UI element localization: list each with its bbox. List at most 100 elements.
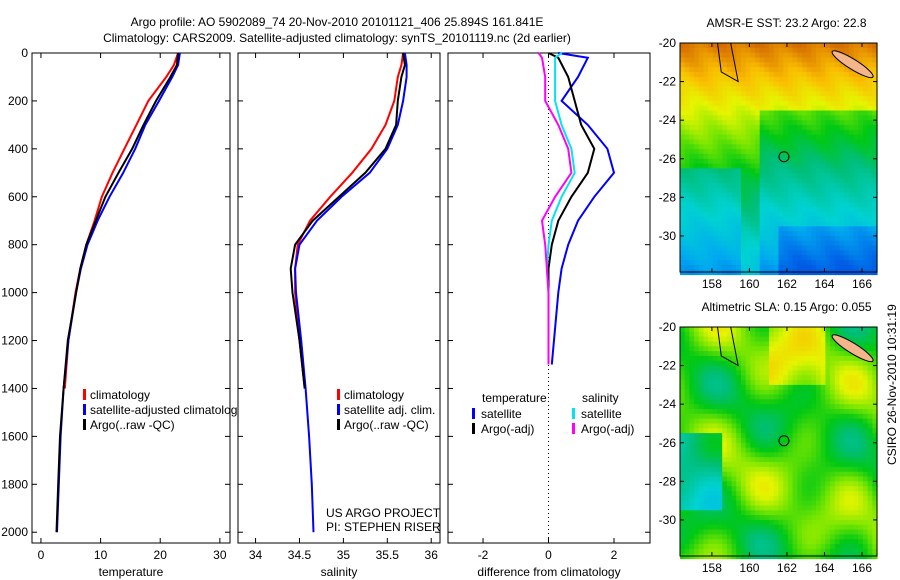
heatmap-cell <box>848 481 855 487</box>
heatmap-cell <box>862 423 869 429</box>
y-tick-label: -28 <box>659 474 677 488</box>
heatmap-cell <box>698 404 705 410</box>
heatmap-cell <box>698 365 705 371</box>
heatmap-cell <box>708 466 714 473</box>
heatmap-cell <box>797 105 803 112</box>
heatmap-cell <box>745 462 751 468</box>
heatmap-cell <box>750 442 756 449</box>
heatmap-cell <box>726 76 733 83</box>
heatmap-cell <box>731 495 737 502</box>
heatmap-cell <box>712 466 719 473</box>
heatmap-cell <box>698 437 705 444</box>
heatmap-cell <box>722 57 728 63</box>
heatmap-cell <box>684 57 690 63</box>
heatmap-cell <box>755 52 761 58</box>
heatmap-cell <box>848 491 855 497</box>
heatmap-cell <box>717 394 723 400</box>
heatmap-cell <box>816 207 822 213</box>
heatmap-cell <box>820 481 826 487</box>
heatmap-cell <box>684 110 690 116</box>
heatmap-cell <box>717 158 723 165</box>
heatmap-cell <box>736 178 742 184</box>
heatmap-cell <box>741 110 747 116</box>
heatmap-cell <box>680 52 686 58</box>
heatmap-cell <box>731 375 737 381</box>
heatmap-cell <box>834 399 841 405</box>
heatmap-cell <box>722 433 728 439</box>
heatmap-cell <box>689 144 695 150</box>
heatmap-cell <box>703 476 709 482</box>
heatmap-cell <box>867 327 873 333</box>
heatmap-cell <box>806 158 812 165</box>
heatmap-cell <box>797 452 803 458</box>
heatmap-cell <box>820 226 826 232</box>
heatmap-cell <box>853 491 859 497</box>
heatmap-cell <box>858 221 864 227</box>
heatmap-cell <box>787 173 794 179</box>
heatmap-cell <box>764 134 770 140</box>
heatmap-cell <box>680 134 686 140</box>
heatmap-cell <box>689 409 695 415</box>
heatmap-cell <box>694 341 700 347</box>
heatmap-cell <box>736 544 742 550</box>
heatmap-cell <box>830 491 836 497</box>
heatmap-cell <box>787 375 794 381</box>
heatmap-cell <box>717 221 723 227</box>
heatmap-cell <box>769 153 775 160</box>
heatmap-cell <box>872 57 878 63</box>
heatmap-cell <box>694 216 700 222</box>
heatmap-cell <box>862 211 869 218</box>
heatmap-cell <box>802 413 808 420</box>
heatmap-cell <box>792 96 798 102</box>
heatmap-cell <box>698 486 705 492</box>
heatmap-cell <box>698 86 705 92</box>
heatmap-cell <box>764 91 770 97</box>
heatmap-cell <box>858 409 864 415</box>
heatmap-cell <box>689 428 695 434</box>
heatmap-cell <box>853 115 859 121</box>
heatmap-cell <box>717 336 723 342</box>
heatmap-cell <box>755 360 761 367</box>
heatmap-cell <box>759 168 765 174</box>
heatmap-cell <box>773 491 780 497</box>
heatmap-cell <box>736 216 742 222</box>
heatmap-cell <box>684 182 690 189</box>
heatmap-cell <box>872 336 878 342</box>
heatmap-cell <box>698 43 705 49</box>
heatmap-cell <box>820 91 826 97</box>
heatmap-cell <box>703 240 709 247</box>
heatmap-cell <box>820 394 826 400</box>
argo-float-marker <box>778 435 790 447</box>
heatmap-cell <box>750 110 756 116</box>
heatmap-cell <box>839 43 845 49</box>
heatmap-cell <box>750 120 756 126</box>
heatmap-cell <box>689 62 695 68</box>
heatmap-cell <box>684 245 690 251</box>
heatmap-cell <box>853 52 859 58</box>
heatmap-cell <box>759 413 765 420</box>
heatmap-cell <box>689 105 695 112</box>
heatmap-cell <box>797 447 803 453</box>
heatmap-cell <box>769 510 775 516</box>
heatmap-cell <box>708 409 714 415</box>
legend-swatch <box>83 389 86 400</box>
heatmap-cell <box>839 476 845 482</box>
heatmap-cell <box>802 81 808 87</box>
heatmap-cell <box>684 250 690 256</box>
heatmap-cell <box>797 428 803 434</box>
heatmap-cell <box>708 384 714 391</box>
heatmap-cell <box>755 105 761 112</box>
heatmap-cell <box>872 375 878 381</box>
heatmap-cell <box>844 380 850 386</box>
heatmap-cell <box>736 149 742 155</box>
heatmap-cell <box>853 221 859 227</box>
heatmap-cell <box>703 524 709 531</box>
heatmap-cell <box>848 447 855 453</box>
heatmap-cell <box>834 197 841 203</box>
heatmap-cell <box>783 202 789 208</box>
heatmap-cell <box>858 197 864 203</box>
heatmap-cell <box>741 168 747 174</box>
heatmap-cell <box>797 380 803 386</box>
y-tick-label: -28 <box>659 190 677 204</box>
heatmap-cell <box>708 250 714 256</box>
